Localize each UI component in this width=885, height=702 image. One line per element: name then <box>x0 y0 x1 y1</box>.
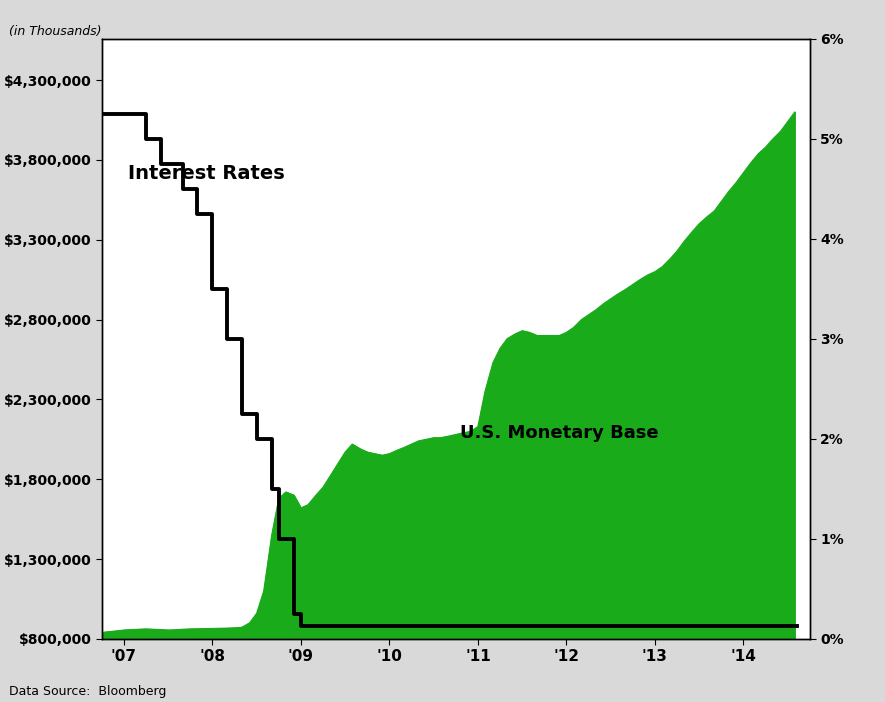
Text: U.S. Monetary Base: U.S. Monetary Base <box>460 424 658 442</box>
Text: Data Source:  Bloomberg: Data Source: Bloomberg <box>9 685 166 698</box>
Text: (in Thousands): (in Thousands) <box>9 25 102 38</box>
Text: Interest Rates: Interest Rates <box>128 164 285 183</box>
